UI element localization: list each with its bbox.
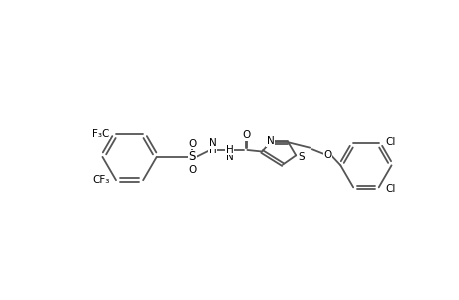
Text: H: H [208,145,216,155]
Text: N: N [208,138,216,148]
Text: CF₃: CF₃ [92,175,110,185]
Text: H: H [225,145,233,155]
Text: O: O [188,165,196,175]
Text: S: S [298,152,304,162]
Text: O: O [242,130,250,140]
Text: Cl: Cl [384,184,394,194]
Text: Cl: Cl [384,137,394,147]
Text: N: N [266,136,274,146]
Text: N: N [225,152,233,162]
Text: S: S [188,150,196,164]
Text: F₃C: F₃C [92,129,110,139]
Text: O: O [322,150,330,160]
Text: O: O [188,139,196,149]
